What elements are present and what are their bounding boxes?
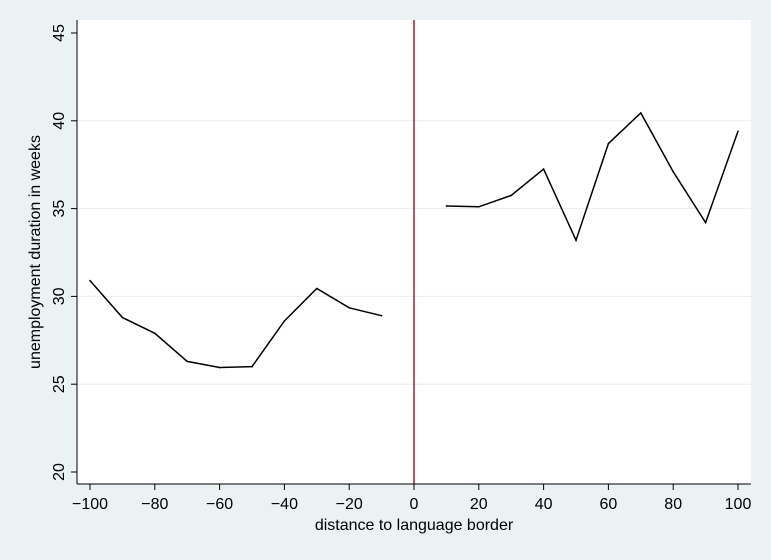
data-point-0-6 — [283, 320, 286, 322]
x-tick-label-9: 80 — [664, 496, 682, 513]
series-line-1 — [446, 111, 739, 243]
y-tick-label-5: 45 — [51, 24, 68, 42]
data-point-1-8 — [704, 221, 707, 224]
x-tick-label-4: −20 — [336, 496, 363, 513]
x-tick-label-10: 100 — [725, 496, 752, 513]
data-point-0-7 — [316, 287, 318, 290]
data-point-0-8 — [348, 307, 351, 309]
data-point-1-1 — [478, 206, 480, 208]
y-axis-title: unemployment duration in weeks — [27, 135, 44, 369]
x-tick-label-3: −40 — [271, 496, 298, 513]
y-tick-label-1: 25 — [51, 375, 68, 393]
y-tick-label-4: 40 — [51, 112, 68, 130]
data-point-1-5 — [607, 142, 610, 145]
data-point-1-9 — [737, 130, 739, 133]
x-tick-label-7: 40 — [535, 496, 553, 513]
data-point-0-2 — [154, 332, 156, 335]
data-point-0-1 — [121, 316, 124, 319]
data-point-1-3 — [542, 168, 545, 170]
data-point-1-2 — [510, 194, 512, 197]
x-axis-title: distance to language border — [315, 517, 514, 534]
x-tick-label-6: 20 — [470, 496, 488, 513]
data-point-1-6 — [640, 112, 642, 114]
y-tick-label-3: 35 — [51, 200, 68, 218]
y-tick-label-2: 30 — [51, 287, 68, 305]
data-point-0-9 — [380, 314, 383, 317]
x-ticks: −100 −80 −60 −40 −20 0 20 40 60 80 100 — [72, 484, 751, 513]
x-tick-label-1: −80 — [141, 496, 168, 513]
x-tick-label-2: −60 — [206, 496, 233, 513]
data-point-0-5 — [251, 365, 253, 368]
x-tick-label-8: 60 — [600, 496, 618, 513]
data-point-1-4 — [575, 239, 577, 242]
y-ticks: 20 25 30 35 40 45 — [51, 24, 77, 481]
x-tick-label-5: 0 — [410, 496, 419, 513]
data-point-1-0 — [445, 205, 448, 207]
data-point-0-3 — [186, 360, 188, 363]
data-point-1-7 — [672, 170, 674, 173]
y-tick-label-0: 20 — [51, 463, 68, 481]
data-point-0-0 — [89, 279, 91, 282]
x-tick-label-0: −100 — [72, 496, 108, 513]
series-line-0 — [89, 280, 382, 369]
data-point-0-4 — [218, 366, 221, 369]
series-group — [89, 111, 739, 369]
